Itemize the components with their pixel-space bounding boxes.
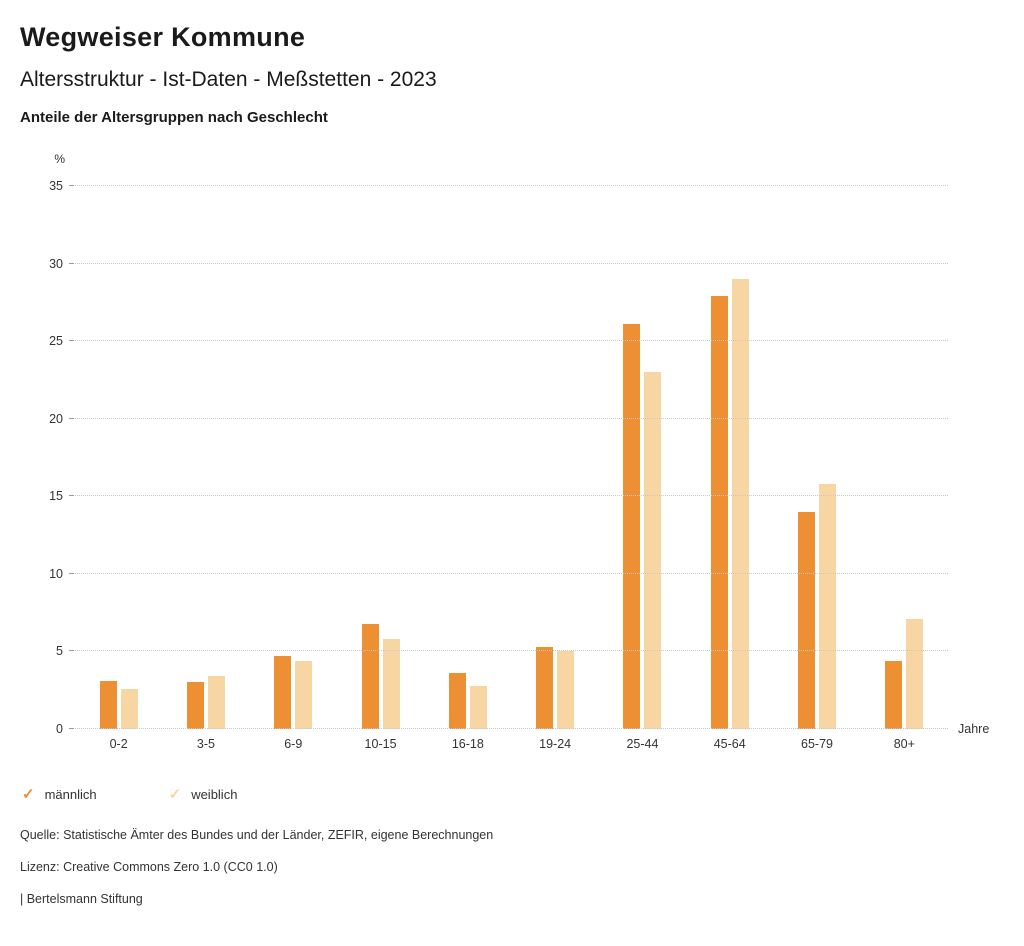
category-label: 10-15 bbox=[364, 737, 397, 751]
chart-heading: Anteile der Altersgruppen nach Geschlech… bbox=[20, 109, 328, 126]
category-label: 6-9 bbox=[284, 737, 303, 751]
attribution-text: | Bertelsmann Stiftung bbox=[20, 892, 143, 906]
gridline bbox=[69, 262, 948, 264]
bar-group bbox=[773, 186, 860, 729]
bar-weiblich[interactable] bbox=[469, 685, 487, 729]
bar-group bbox=[250, 186, 337, 729]
y-tick-label: 30 bbox=[49, 256, 63, 271]
plot-area: % Jahre 0 5 10 15 20 25 30 35 bbox=[49, 152, 989, 736]
bar-weiblich[interactable] bbox=[906, 618, 924, 729]
category-label: 3-5 bbox=[196, 737, 215, 751]
gridline bbox=[69, 340, 948, 342]
check-icon: ✓ bbox=[22, 786, 35, 803]
category-label: 45-64 bbox=[713, 737, 746, 751]
gridline bbox=[69, 572, 948, 574]
bar-männlich[interactable] bbox=[885, 660, 903, 729]
y-tick-label: 0 bbox=[56, 722, 63, 736]
legend: ✓ männlich ✓ weiblich bbox=[20, 787, 1004, 802]
y-tick-label: 35 bbox=[49, 179, 63, 193]
y-tick-label: 20 bbox=[49, 411, 63, 426]
legend-label: weiblich bbox=[191, 787, 238, 802]
y-axis-unit-label: % bbox=[54, 152, 65, 166]
category-label: 65-79 bbox=[801, 737, 834, 751]
bar-männlich[interactable] bbox=[99, 680, 117, 729]
gridline bbox=[69, 495, 948, 497]
bar-männlich[interactable] bbox=[361, 623, 379, 729]
bar-group bbox=[337, 186, 424, 729]
gridline bbox=[69, 728, 948, 729]
category-label: 80+ bbox=[893, 737, 915, 751]
bar-group bbox=[861, 186, 948, 729]
bar-weiblich[interactable] bbox=[207, 676, 225, 729]
bar-männlich[interactable] bbox=[710, 296, 728, 729]
bar-männlich[interactable] bbox=[186, 682, 204, 729]
page-subtitle: Altersstruktur - Ist-Daten - Meßstetten … bbox=[20, 68, 437, 91]
bar-männlich[interactable] bbox=[274, 656, 292, 729]
gridline bbox=[69, 417, 948, 419]
license-text: Lizenz: Creative Commons Zero 1.0 (CC0 1… bbox=[20, 860, 278, 874]
bar-weiblich[interactable] bbox=[382, 639, 400, 729]
bar-group bbox=[686, 186, 773, 729]
page-title: Wegweiser Kommune bbox=[20, 22, 306, 52]
x-axis-unit-label: Jahre bbox=[958, 722, 990, 736]
chart: % Jahre 0 5 10 15 20 25 30 35 0-2 3-5 6-9 10-15 16-… bbox=[20, 152, 1004, 751]
bar-groups bbox=[75, 186, 948, 729]
y-tick-label: 25 bbox=[49, 334, 63, 349]
bar-group bbox=[75, 186, 162, 729]
bar-group bbox=[424, 186, 511, 729]
bar-group bbox=[599, 186, 686, 729]
category-label: 0-2 bbox=[109, 737, 128, 751]
bar-weiblich[interactable] bbox=[120, 688, 138, 729]
legend-label: männlich bbox=[44, 787, 97, 802]
category-label: 19-24 bbox=[539, 737, 572, 751]
check-icon: ✓ bbox=[168, 786, 182, 803]
bar-group bbox=[162, 186, 249, 729]
bar-weiblich[interactable] bbox=[557, 651, 575, 729]
gridline bbox=[69, 650, 948, 652]
bar-group bbox=[511, 186, 598, 729]
y-tick-label: 15 bbox=[49, 489, 63, 504]
bar-männlich[interactable] bbox=[623, 324, 641, 729]
bar-weiblich[interactable] bbox=[644, 372, 662, 729]
gridline bbox=[69, 185, 948, 186]
legend-item-weiblich[interactable]: ✓ weiblich bbox=[169, 787, 238, 802]
header: Wegweiser Kommune Altersstruktur - Ist-D… bbox=[20, 22, 1004, 126]
bar-männlich[interactable] bbox=[448, 673, 466, 729]
bar-männlich[interactable] bbox=[798, 511, 816, 729]
bar-weiblich[interactable] bbox=[295, 660, 313, 729]
category-label: 16-18 bbox=[451, 737, 484, 751]
y-tick-label: 10 bbox=[49, 566, 63, 581]
category-labels: 0-2 3-5 6-9 10-15 16-18 19-24 25-44 45-64 65-79 8… bbox=[75, 737, 948, 751]
footer: Quelle: Statistische Ämter des Bundes un… bbox=[20, 828, 1004, 906]
legend-item-maennlich[interactable]: ✓ männlich bbox=[22, 787, 97, 802]
category-label: 25-44 bbox=[626, 737, 659, 751]
y-tick-label: 5 bbox=[56, 644, 63, 659]
bar-weiblich[interactable] bbox=[731, 279, 749, 729]
bar-männlich[interactable] bbox=[536, 646, 554, 729]
bar-weiblich[interactable] bbox=[819, 483, 837, 729]
source-text: Quelle: Statistische Ämter des Bundes un… bbox=[20, 828, 494, 842]
